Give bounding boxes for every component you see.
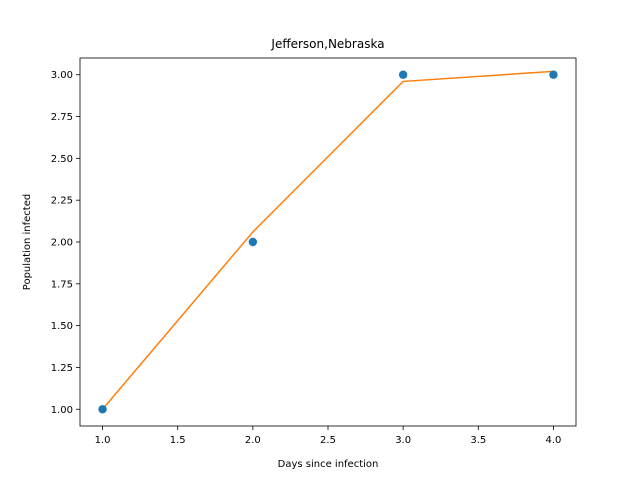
x-tick-label: 3.5 bbox=[470, 435, 486, 446]
y-tick-label: 2.00 bbox=[51, 238, 73, 249]
chart-title: Jefferson,Nebraska bbox=[270, 37, 384, 51]
x-tick-label: 1.5 bbox=[170, 435, 186, 446]
x-tick-label: 2.5 bbox=[320, 435, 336, 446]
x-tick-label: 1.0 bbox=[95, 435, 111, 446]
fit-line bbox=[101, 70, 554, 410]
y-tick-label: 3.00 bbox=[51, 70, 73, 81]
y-tick-label: 2.50 bbox=[51, 154, 73, 165]
y-tick-label: 1.50 bbox=[51, 321, 73, 332]
y-tick-label: 1.00 bbox=[51, 405, 73, 416]
y-tick-label: 2.75 bbox=[51, 112, 73, 123]
y-axis-label: Population infected bbox=[22, 194, 33, 290]
x-axis-label: Days since infection bbox=[278, 459, 379, 470]
data-point bbox=[549, 70, 558, 79]
x-tick-label: 2.0 bbox=[245, 435, 261, 446]
y-tick-label: 1.75 bbox=[51, 279, 73, 290]
x-tick-label: 4.0 bbox=[546, 435, 562, 446]
data-point bbox=[248, 237, 258, 247]
data-point bbox=[98, 405, 107, 414]
plot-area: 1.0 1.5 2.0 2.5 3.0 3.5 4.0 1.00 1.25 1.50 1.75 2.0… bbox=[51, 57, 577, 446]
x-tick-label: 3.0 bbox=[395, 435, 411, 446]
data-point bbox=[398, 70, 408, 79]
y-tick-label: 1.25 bbox=[51, 363, 73, 374]
axes-frame bbox=[79, 57, 577, 427]
y-tick-label: 2.25 bbox=[51, 196, 73, 207]
